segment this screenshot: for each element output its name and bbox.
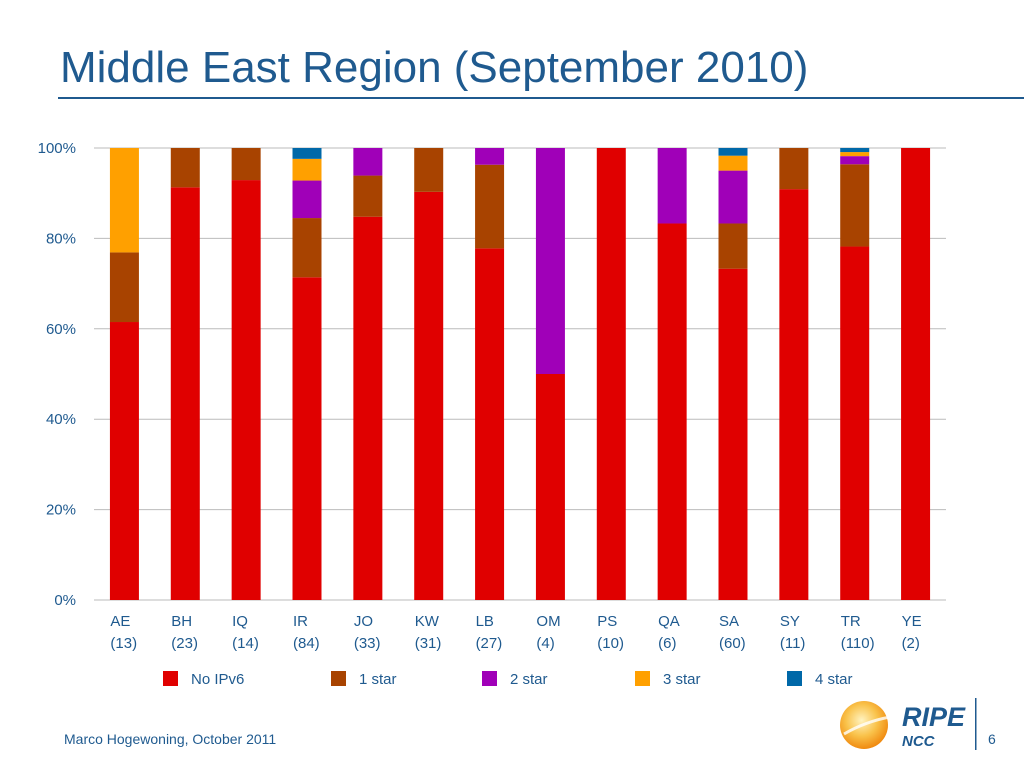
x-category-count: (33) [354, 635, 381, 652]
title-rule [58, 97, 1024, 99]
bar-segment-tr-1-star [840, 164, 870, 247]
x-category-count: (14) [232, 635, 259, 652]
gridlines [94, 147, 946, 601]
bar-segment-ir-2-star [292, 180, 322, 219]
bar-segment-iq-no-ipv6 [231, 180, 261, 601]
bar-segment-ae-1-star [109, 252, 139, 323]
bar-segment-iq-1-star [231, 148, 261, 181]
x-category-count: (110) [841, 635, 875, 652]
bar-segment-ae-3-star [109, 148, 139, 253]
x-category-label: TR [841, 613, 861, 630]
x-category-count: (27) [476, 635, 503, 652]
footer-author-date: Marco Hogewoning, October 2011 [64, 731, 277, 747]
legend-label: 4 star [815, 671, 853, 688]
logo-divider [975, 698, 977, 750]
bar-segment-lb-2-star [475, 148, 505, 165]
logo-ncc-text: NCC [902, 733, 936, 750]
stacked-bar-chart: 0% 20% 40% 60% 80% 100% AE (13) BH (23) IQ (14) IR (… [38, 140, 946, 688]
x-category-count: (13) [110, 635, 137, 652]
bar-segment-sa-4-star [718, 148, 748, 156]
bar-segment-bh-no-ipv6 [170, 187, 200, 600]
x-category-count: (10) [597, 635, 624, 652]
legend-label: 2 star [510, 671, 548, 688]
x-category-label: BH [171, 613, 192, 630]
bar-segment-tr-no-ipv6 [840, 246, 870, 600]
legend-swatch [163, 671, 178, 686]
y-tick-label: 0% [54, 592, 76, 609]
x-category-label: SA [719, 613, 739, 630]
bar-segment-ir-4-star [292, 148, 322, 159]
x-category-count: (31) [415, 635, 442, 652]
x-category-count: (84) [293, 635, 320, 652]
x-category-count: (11) [780, 635, 806, 652]
bar-segment-jo-2-star [353, 148, 383, 176]
legend-label: No IPv6 [191, 671, 244, 688]
bar-segment-sy-1-star [779, 148, 809, 190]
bar-segment-om-2-star [535, 148, 565, 374]
bar-segment-ye-no-ipv6 [901, 148, 931, 600]
bar-segment-jo-no-ipv6 [353, 216, 383, 601]
bar-segment-om-no-ipv6 [535, 374, 565, 600]
legend-label: 3 star [663, 671, 701, 688]
x-category-label: YE [902, 613, 922, 630]
y-tick-label: 20% [46, 502, 76, 519]
x-category-label: PS [597, 613, 617, 630]
bar-segment-kw-no-ipv6 [414, 191, 444, 600]
legend-label: 1 star [359, 671, 397, 688]
slide-title: Middle East Region (September 2010) [60, 43, 809, 92]
y-tick-label: 100% [38, 140, 76, 157]
x-category-count: (23) [171, 635, 198, 652]
y-tick-label: 80% [46, 230, 76, 247]
y-axis-ticks: 0% 20% 40% 60% 80% 100% [38, 140, 76, 609]
y-tick-label: 60% [46, 321, 76, 338]
x-category-label: LB [476, 613, 494, 630]
legend-swatch [787, 671, 802, 686]
x-category-label: IQ [232, 613, 248, 630]
bar-segment-tr-2-star [840, 156, 870, 165]
legend: No IPv6 1 star 2 star 3 star 4 star [163, 671, 853, 688]
bar-segment-ir-1-star [292, 218, 322, 278]
x-category-label: JO [354, 613, 373, 630]
bar-segment-lb-1-star [475, 164, 505, 249]
bar-segment-ir-no-ipv6 [292, 277, 322, 600]
bar-segment-qa-2-star [657, 148, 687, 224]
bar-segment-kw-1-star [414, 148, 444, 192]
x-category-count: (6) [658, 635, 676, 652]
bars [109, 148, 931, 601]
x-category-label: SY [780, 613, 800, 630]
bar-segment-sy-no-ipv6 [779, 189, 809, 600]
x-axis-labels: AE (13) BH (23) IQ (14) IR (84) JO (33) KW (31) LB (2… [110, 613, 921, 652]
x-category-label: KW [415, 613, 440, 630]
x-category-count: (4) [536, 635, 554, 652]
bar-segment-jo-1-star [353, 175, 383, 217]
bar-segment-ir-3-star [292, 158, 322, 181]
bar-segment-sa-3-star [718, 155, 748, 171]
page-number: 6 [988, 731, 996, 747]
bar-segment-sa-2-star [718, 170, 748, 224]
legend-swatch [482, 671, 497, 686]
bar-segment-ae-no-ipv6 [109, 322, 139, 600]
x-category-count: (2) [902, 635, 920, 652]
bar-segment-ps-no-ipv6 [596, 148, 626, 600]
logo-ripe-text: RIPE [902, 702, 966, 732]
legend-swatch [635, 671, 650, 686]
logo-swoosh-icon [843, 714, 897, 736]
x-category-label: QA [658, 613, 680, 630]
bar-segment-sa-no-ipv6 [718, 268, 748, 600]
bar-segment-sa-1-star [718, 223, 748, 269]
bar-segment-tr-3-star [840, 152, 870, 157]
x-category-label: IR [293, 613, 308, 630]
legend-swatch [331, 671, 346, 686]
bar-segment-qa-no-ipv6 [657, 223, 687, 600]
x-category-count: (60) [719, 635, 746, 652]
x-category-label: OM [536, 613, 560, 630]
y-tick-label: 40% [46, 411, 76, 428]
x-category-label: AE [110, 613, 130, 630]
bar-segment-bh-1-star [170, 148, 200, 188]
ripe-ncc-logo: RIPE NCC [840, 698, 977, 750]
bar-segment-lb-no-ipv6 [475, 248, 505, 600]
bar-segment-tr-4-star [840, 148, 870, 153]
